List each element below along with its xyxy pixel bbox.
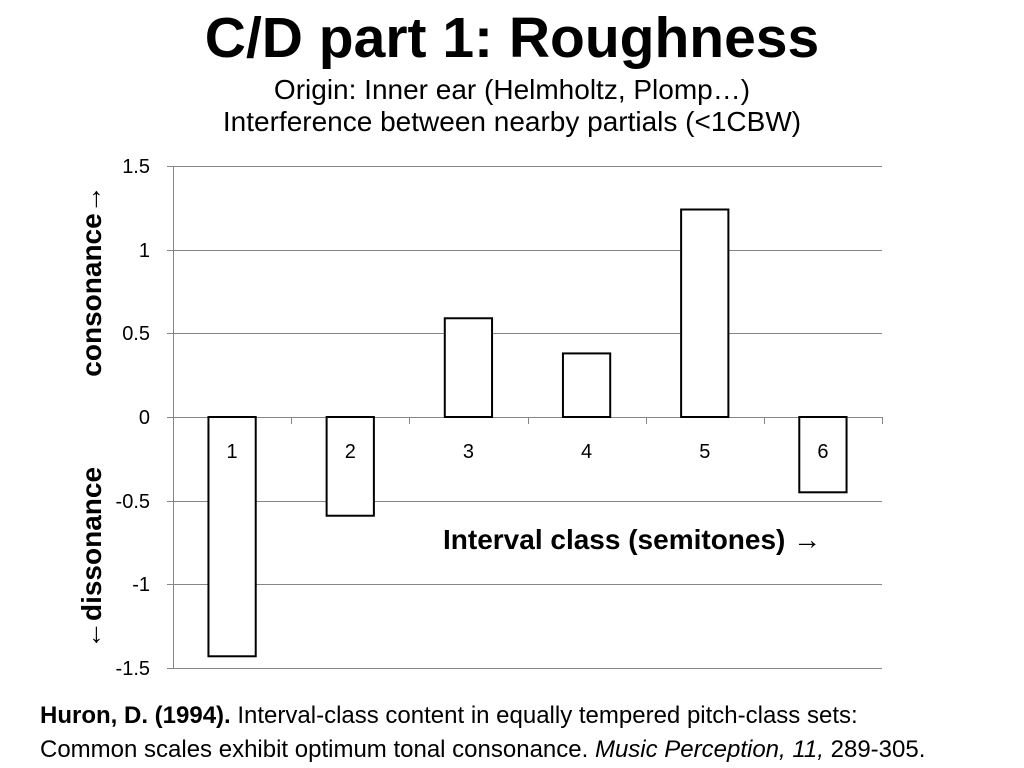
bar-4 xyxy=(561,352,612,418)
bar-3 xyxy=(443,317,494,419)
citation-pages: 289-305. xyxy=(830,736,926,763)
x-tick-label: 3 xyxy=(463,441,474,463)
y-tick-label: -1.5 xyxy=(116,658,150,680)
citation-author-year: Huron, D. (1994). xyxy=(40,702,231,729)
slide-subtitle-interference: Interference between nearby partials (<1… xyxy=(222,106,802,137)
y-tick-label: -1 xyxy=(132,574,150,596)
citation-line-2: Common scales exhibit optimum tonal cons… xyxy=(40,733,925,767)
x-axis-label: Interval class (semitones) → xyxy=(443,524,821,555)
slide-title: C/D part 1: Roughness xyxy=(204,6,820,70)
x-tick-label: 6 xyxy=(817,441,828,463)
x-tick-label: 1 xyxy=(227,441,238,463)
y-axis-label-consonance: consonance→ xyxy=(76,185,107,376)
y-tick-label: 1.5 xyxy=(122,156,150,178)
bar-1 xyxy=(207,416,257,658)
bar-6 xyxy=(798,416,848,494)
y-tick-label: 0.5 xyxy=(122,323,150,345)
y-tick-label: 0 xyxy=(139,407,150,429)
y-tick-label: 1 xyxy=(139,240,150,262)
citation: Huron, D. (1994). Interval-class content… xyxy=(40,699,925,767)
citation-article-title-part-1: Interval-class content in equally temper… xyxy=(237,702,858,729)
roughness-bar-chart: 1.5 1 0.5 0 -0.5 -1 -1.5 1 2 3 4 5 6 Interval class (… xyxy=(76,156,883,680)
citation-journal: Music Perception, 11, xyxy=(594,736,824,763)
bar-5 xyxy=(680,208,730,418)
x-tick-label: 2 xyxy=(345,441,356,463)
bar-2 xyxy=(325,416,375,517)
slide-subtitle-origin: Origin: Inner ear (Helmholtz, Plomp…) xyxy=(273,74,751,105)
y-tick-label: -0.5 xyxy=(116,491,150,513)
y-axis-label-dissonance: ←dissonance xyxy=(76,467,107,649)
x-tick-label: 4 xyxy=(581,441,592,463)
x-tick-label: 5 xyxy=(699,441,710,463)
citation-article-title-part-2: Common scales exhibit optimum tonal cons… xyxy=(40,736,589,763)
citation-line-1: Huron, D. (1994). Interval-class content… xyxy=(40,699,925,733)
